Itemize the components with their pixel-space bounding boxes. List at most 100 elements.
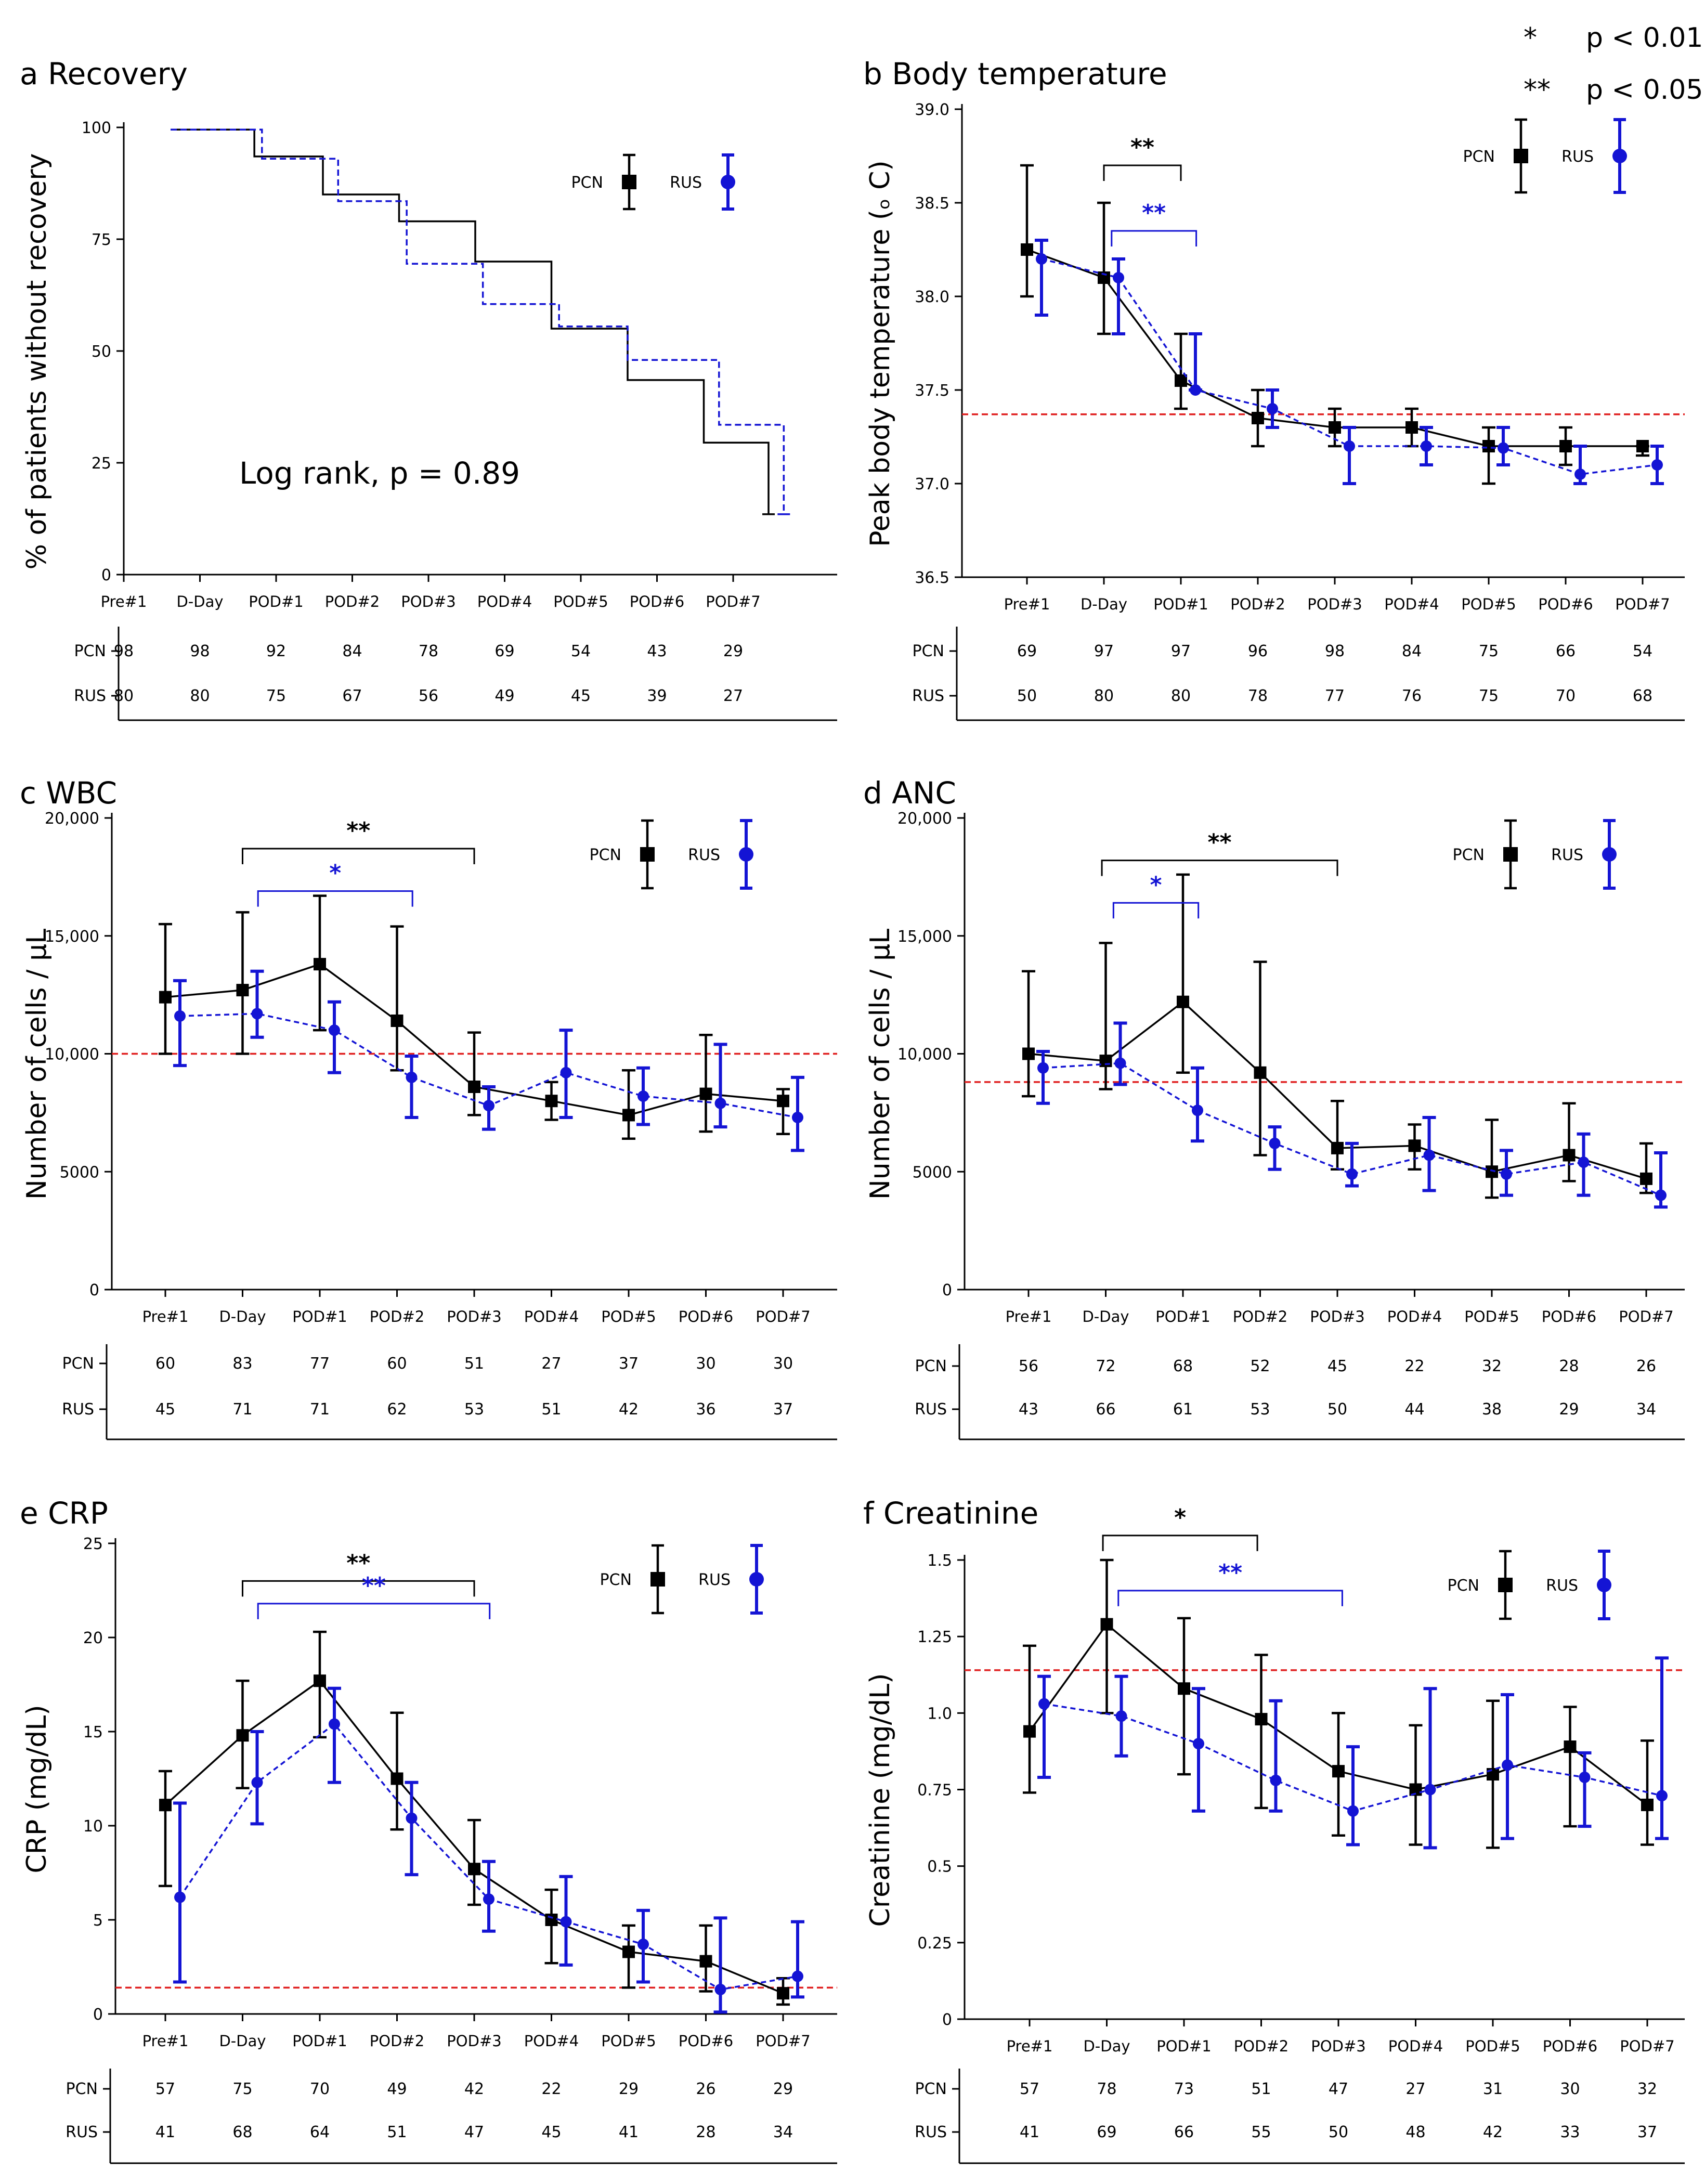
series-pcn [1023,1558,1654,1849]
count-cell: 67 [342,687,362,705]
count-table: PCN 69 97 97 96 98 84 75 66 54 RUS 50 80 80 78 77 76 75 70… [912,627,1685,721]
x-tick-label: POD#6 [1543,2037,1597,2055]
significance-legend: * p < 0.01 ** p < 0.05 [1524,22,1703,106]
count-cell: 98 [114,642,134,660]
data-point-rus [251,1008,263,1020]
count-cell: 77 [1325,687,1345,705]
legend-label-pcn: PCN [1463,148,1495,166]
count-cell: 68 [1633,687,1652,705]
data-point-rus [1036,253,1047,265]
data-point-pcn [1559,440,1572,452]
count-cell: 75 [1479,642,1499,660]
count-cell: 43 [647,642,667,660]
legend-marker-pcn [1514,149,1528,163]
data-point-rus [1579,1771,1591,1783]
x-tick-label: Pre#1 [101,593,147,610]
significance-bracket: * [1102,1504,1258,1551]
data-point-rus [1502,1759,1513,1771]
x-tick-label: POD#7 [756,2032,810,2050]
count-cell: 47 [464,2123,484,2141]
data-point-pcn [391,1772,404,1785]
significance-bracket: ** [1117,1559,1343,1606]
x-tick-label: D-Day [219,2032,266,2050]
data-point-rus [792,1111,803,1123]
y-axis-label: Creatinine (mg/dL) [865,1673,896,1927]
series-rus [1035,239,1664,485]
count-cell: 98 [190,642,210,660]
legend-marker-rus [721,175,735,189]
count-table: PCN 57 78 73 51 47 27 31 30 32 RUS 41 69 66 55 50 48 42 33… [915,2069,1685,2164]
panel-title: f Creatinine [863,1496,1038,1531]
count-cell: 70 [310,2080,330,2098]
legend-marker-rus [1597,1578,1611,1592]
count-cell: 98 [1325,642,1345,660]
count-cell: 30 [773,1355,793,1373]
significance-bracket: ** [1103,134,1182,181]
x-tick-label: D-Day [219,1308,266,1325]
count-cell: 28 [696,2123,715,2141]
count-cell: 78 [1248,687,1268,705]
x-tick-label: POD#4 [1384,595,1439,613]
legend: PCN RUS [1448,1550,1611,1620]
panel-f: f Creatinine 0 0.25 0.5 0.75 1.0 1.25 1.5 Pre#1 D… [863,1496,1685,2164]
legend: PCN RUS [1453,819,1617,890]
data-point-pcn [1023,1725,1036,1738]
y-tick-label: 5000 [60,1163,99,1181]
x-tick-label: D-Day [176,593,223,610]
data-point-pcn [1332,1765,1345,1778]
data-point-pcn [622,1109,635,1122]
count-cell: 71 [310,1400,330,1419]
data-point-rus [1115,1710,1127,1722]
data-point-pcn [1021,243,1033,256]
x-tick-label: POD#1 [292,1308,347,1325]
x-tick-label: POD#7 [1620,2037,1674,2055]
data-point-rus [714,1983,726,1995]
count-cell: 37 [1637,2123,1657,2141]
x-tick-label: POD#7 [756,1308,810,1325]
x-tick-label: Pre#1 [1006,1308,1052,1325]
bracket-line [257,1603,491,1619]
data-point-rus [714,1097,726,1109]
panel-title: e CRP [20,1496,108,1531]
data-point-pcn [1255,1713,1268,1726]
panel-title: b Body temperature [863,56,1167,92]
data-point-rus [329,1024,340,1036]
x-tick-label: POD#5 [601,2032,656,2050]
count-cell: 34 [1636,1400,1656,1419]
y-tick-label: 0 [93,2006,103,2024]
step-line-pcn [171,128,770,514]
count-cell: 52 [1250,1357,1270,1375]
x-tick-label: Pre#1 [142,2032,189,2050]
panel-d: d ANC 0 5000 10,000 15,000 20,000 Pre#1 D-Day PO… [863,775,1685,1440]
count-cell: 66 [1556,642,1576,660]
data-point-pcn [1563,1149,1576,1162]
y-tick-label: 1.5 [927,1552,952,1570]
bracket-line [242,1580,475,1597]
count-cell: 45 [571,687,591,705]
series-pcn [159,1630,790,2006]
data-point-pcn [1640,1172,1652,1185]
significance-bracket: ** [1111,200,1198,246]
y-tick-label: 25 [92,454,111,473]
count-cell: 26 [696,2080,715,2098]
count-cell: 29 [1559,1400,1579,1419]
count-row-label-pcn: PCN [74,642,106,660]
x-tick-label: POD#5 [1464,1308,1519,1325]
count-row-label-pcn: PCN [915,2080,947,2098]
data-point-pcn [1641,1798,1654,1811]
count-cell: 51 [1251,2080,1271,2098]
data-point-pcn [777,1987,789,2000]
count-cell: 41 [619,2123,639,2141]
x-tick-label: POD#1 [292,2032,347,2050]
sig-symbol-double: ** [1524,74,1551,106]
count-cell: 53 [464,1400,484,1419]
data-point-pcn [1487,1768,1499,1781]
count-cell: 29 [773,2080,793,2098]
count-row-label-rus: RUS [915,2123,947,2141]
data-point-rus [1501,1168,1512,1180]
legend-label-rus: RUS [1561,148,1594,166]
count-cell: 71 [232,1400,252,1419]
x-tick-label: POD#6 [679,1308,733,1325]
count-cell: 30 [696,1355,715,1373]
legend: PCN RUS [571,153,735,211]
